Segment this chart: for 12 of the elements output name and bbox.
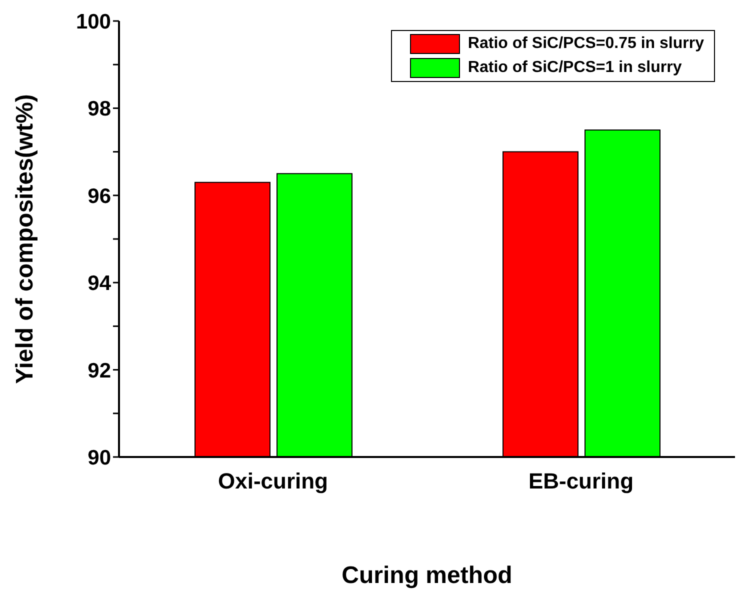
y-tick-label: 100 xyxy=(76,10,111,34)
legend-label: Ratio of SiC/PCS=1 in slurry xyxy=(468,58,682,78)
y-tick-label: 96 xyxy=(88,184,111,208)
legend-label: Ratio of SiC/PCS=0.75 in slurry xyxy=(468,34,704,54)
y-tick-label: 94 xyxy=(88,272,112,296)
y-axis-title: Yield of composites(wt%) xyxy=(12,94,39,384)
x-tick-label: EB-curing xyxy=(528,468,634,494)
y-tick-label: 98 xyxy=(88,98,112,121)
x-axis-title: Curing method xyxy=(342,562,512,589)
x-tick-label: Oxi-curing xyxy=(218,468,328,494)
y-tick-label: 92 xyxy=(88,359,111,382)
y-tick-label: 90 xyxy=(88,446,111,470)
